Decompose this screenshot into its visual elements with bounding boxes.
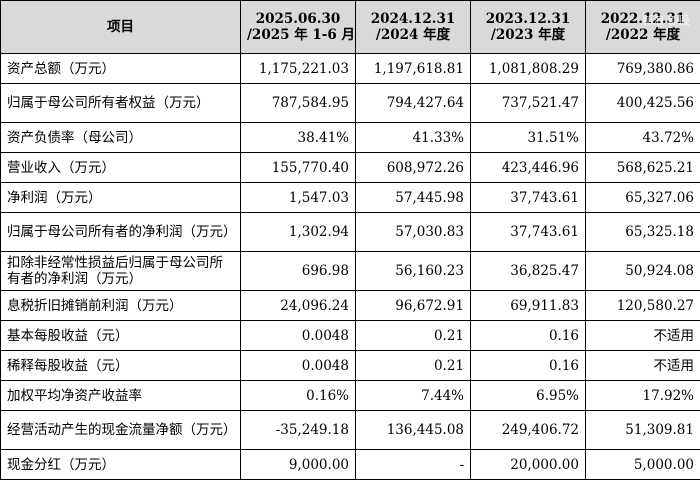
cell-value: 不适用 [585,320,700,351]
table-row: 经营活动产生的现金流量净额（万元） -35,249.18 136,445.08 … [0,410,700,450]
row-label: 现金分红（万元） [0,449,241,480]
cell-value: 1,547.03 [240,182,356,213]
table-row: 归属于母公司所有者的净利润（万元） 1,302.94 57,030.83 37,… [0,212,700,252]
table-row: 归属于母公司所有者权益（万元） 787,584.95 794,427.64 73… [0,83,700,123]
header-col-3-period: /2023 年度 [490,27,566,43]
cell-value: 794,427.64 [355,83,471,123]
row-label: 资产负债率（母公司） [0,122,241,153]
cell-value: 7.44% [355,380,471,411]
cell-value: 31.51% [470,122,586,153]
cell-value: 不适用 [585,350,700,381]
cell-value: 65,327.06 [585,182,700,213]
cell-value: 136,445.08 [355,410,471,450]
cell-value: 43.72% [585,122,700,153]
table-row: 资产负债率（母公司） 38.41% 41.33% 31.51% 43.72% [0,122,700,153]
header-col-2-period: /2024 年度 [375,27,451,43]
row-label: 营业收入（万元） [0,152,241,183]
header-col-2: 2024.12.31 /2024 年度 [355,0,471,54]
table-row: 资产总额（万元） 1,175,221.03 1,197,618.81 1,081… [0,53,700,84]
cell-value: 24,096.24 [240,290,356,321]
cell-value: 1,081,808.29 [470,53,586,84]
cell-value: 1,197,618.81 [355,53,471,84]
cell-value: 0.21 [355,350,471,381]
cell-value: 5,000.00 [585,449,700,480]
cell-value: 0.16 [470,350,586,381]
cell-value: - [355,449,471,480]
cell-value: 0.21 [355,320,471,351]
table-row: 息税折旧摊销前利润（万元） 24,096.24 96,672.91 69,911… [0,290,700,321]
cell-value: 9,000.00 [240,449,356,480]
row-label: 扣除非经常性损益后归属于母公司所有者的净利润（万元） [0,251,241,291]
cell-value: 0.0048 [240,320,356,351]
header-col-2-date: 2024.12.31 [370,11,456,27]
header-col-1: 2025.06.30 /2025 年 1-6 月 [240,0,356,54]
cell-value: 65,325.18 [585,212,700,252]
cell-value: 0.16% [240,380,356,411]
cell-value: 120,580.27 [585,290,700,321]
cell-value: 423,446.96 [470,152,586,183]
row-label: 资产总额（万元） [0,53,241,84]
cell-value: 38.41% [240,122,356,153]
row-label: 稀释每股收益（元） [0,350,241,381]
cell-value: 737,521.47 [470,83,586,123]
table-row: 净利润（万元） 1,547.03 57,445.98 37,743.61 65,… [0,182,700,213]
header-col-3: 2023.12.31 /2023 年度 [470,0,586,54]
cell-value: 0.16 [470,320,586,351]
cell-value: 769,380.86 [585,53,700,84]
header-col-1-date: 2025.06.30 [255,11,341,27]
cell-value: 56,160.23 [355,251,471,291]
row-label: 经营活动产生的现金流量净额（万元） [0,410,241,450]
cell-value: 1,302.94 [240,212,356,252]
cell-value: 57,445.98 [355,182,471,213]
row-label: 基本每股收益（元） [0,320,241,351]
cell-value: 37,743.61 [470,182,586,213]
table-row: 现金分红（万元） 9,000.00 - 20,000.00 5,000.00 [0,449,700,480]
header-col-1-period: /2025 年 1-6 月 [247,27,355,43]
row-label: 归属于母公司所有者的净利润（万元） [0,212,241,252]
cell-value: 20,000.00 [470,449,586,480]
cell-value: 608,972.26 [355,152,471,183]
cell-value: 50,924.08 [585,251,700,291]
cell-value: 400,425.56 [585,83,700,123]
table-row: 扣除非经常性损益后归属于母公司所有者的净利润（万元） 696.98 56,160… [0,251,700,291]
row-label: 加权平均净资产收益率 [0,380,241,411]
row-label: 归属于母公司所有者权益（万元） [0,83,241,123]
header-col-4-date: 2022.12.31 [600,11,686,27]
cell-value: 249,406.72 [470,410,586,450]
cell-value: 69,911.83 [470,290,586,321]
cell-value: 17.92% [585,380,700,411]
cell-value: 41.33% [355,122,471,153]
table-row: 加权平均净资产收益率 0.16% 7.44% 6.95% 17.92% [0,380,700,411]
cell-value: 57,030.83 [355,212,471,252]
header-col-3-date: 2023.12.31 [485,11,571,27]
cell-value: 37,743.61 [470,212,586,252]
cell-value: 568,625.21 [585,152,700,183]
table-row: 基本每股收益（元） 0.0048 0.21 0.16 不适用 [0,320,700,351]
table-header-row: 项目 2025.06.30 /2025 年 1-6 月 2024.12.31 /… [0,0,700,54]
cell-value: 6.95% [470,380,586,411]
table-row: 稀释每股收益（元） 0.0048 0.21 0.16 不适用 [0,350,700,381]
header-item: 项目 [0,0,241,54]
table-row: 营业收入（万元） 155,770.40 608,972.26 423,446.9… [0,152,700,183]
cell-value: 787,584.95 [240,83,356,123]
row-label: 息税折旧摊销前利润（万元） [0,290,241,321]
cell-value: -35,249.18 [240,410,356,450]
cell-value: 696.98 [240,251,356,291]
header-col-4: 2022.12.31 /2022 年度 [585,0,700,54]
header-col-4-period: /2022 年度 [605,27,681,43]
row-label: 净利润（万元） [0,182,241,213]
cell-value: 155,770.40 [240,152,356,183]
cell-value: 1,175,221.03 [240,53,356,84]
cell-value: 0.0048 [240,350,356,381]
cell-value: 36,825.47 [470,251,586,291]
cell-value: 96,672.91 [355,290,471,321]
cell-value: 51,309.81 [585,410,700,450]
